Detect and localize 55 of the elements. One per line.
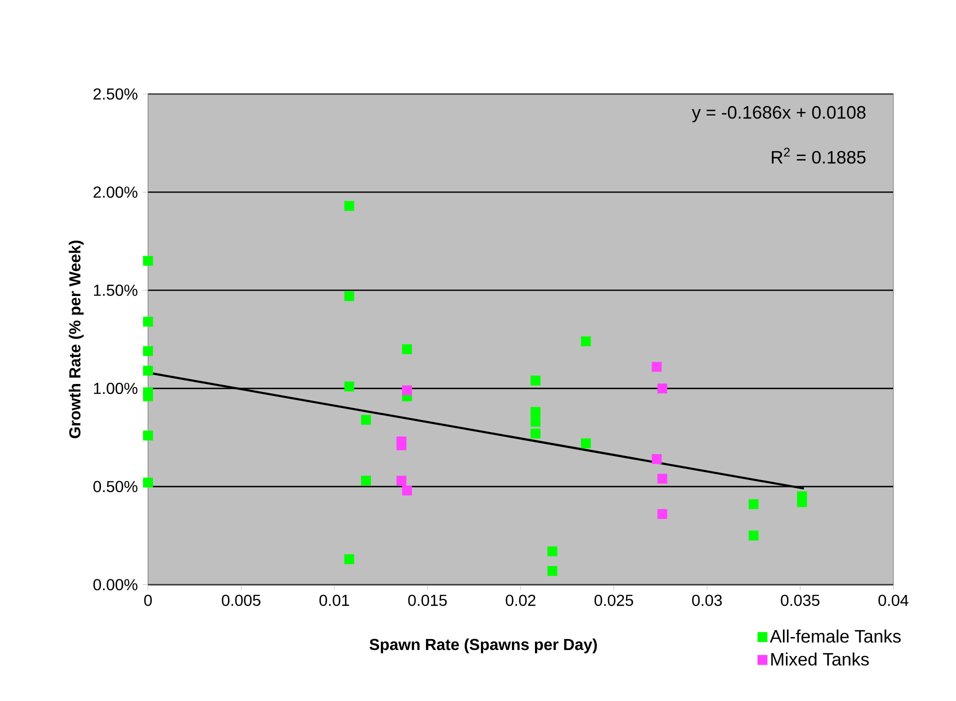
point <box>530 428 541 438</box>
point <box>344 382 354 392</box>
point <box>143 391 153 402</box>
point <box>657 474 668 484</box>
point <box>361 476 371 486</box>
annotation: R$^{2}$ = 0.1885 <box>772 148 866 164</box>
y-tick-label: 0.50% <box>93 480 138 492</box>
x-axis-title: Spawn Rate (Spawns per Day) <box>370 638 597 654</box>
point <box>344 554 354 564</box>
point <box>652 454 662 464</box>
point <box>344 200 354 211</box>
legend-label: Mixed Tanks <box>771 652 869 666</box>
point <box>748 530 759 541</box>
annotation: y = -0.1686x + 0.0108 <box>692 106 866 122</box>
x-tick-label: 0.03 <box>692 594 722 606</box>
point <box>652 362 662 372</box>
point <box>143 478 153 488</box>
point <box>580 438 591 448</box>
point <box>361 414 371 425</box>
y-tick-label: 2.50% <box>94 88 138 100</box>
point <box>143 316 153 327</box>
point <box>657 509 668 519</box>
x-tick-label: 0.005 <box>222 594 260 606</box>
point <box>396 476 406 486</box>
point <box>657 383 668 394</box>
x-tick-label: 0.04 <box>878 594 908 606</box>
point <box>143 430 153 440</box>
y-tick-label: 1.00% <box>94 382 138 394</box>
x-tick-label: 0.02 <box>506 594 536 606</box>
point <box>748 499 759 510</box>
point <box>530 407 541 417</box>
x-tick-label: 0.015 <box>408 594 447 606</box>
point <box>530 376 541 386</box>
point <box>402 385 412 396</box>
y-tick-label: 2.00% <box>94 186 138 198</box>
x-tick-label: 0 <box>144 594 152 606</box>
point <box>530 416 541 427</box>
y-axis-title: Growth Rate (% per Week) <box>68 240 84 438</box>
legend-label: All-female Tanks <box>770 630 901 643</box>
y-tick-label: 1.50% <box>94 284 138 296</box>
point <box>396 440 406 450</box>
point <box>402 344 412 354</box>
x-tick-label: 0.025 <box>594 594 634 606</box>
point <box>797 497 807 508</box>
y-tick-label: 0.00% <box>93 579 138 590</box>
x-tick-label: 0.01 <box>319 594 350 606</box>
point <box>344 291 354 302</box>
point <box>143 366 153 376</box>
point <box>580 336 591 346</box>
point <box>143 346 153 356</box>
x-tick-label: 0.035 <box>780 594 820 606</box>
point <box>402 486 412 496</box>
point <box>547 566 558 576</box>
point <box>143 256 153 266</box>
point <box>547 546 558 556</box>
